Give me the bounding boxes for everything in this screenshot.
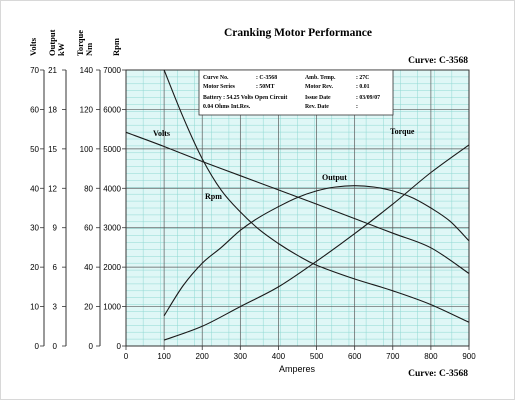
series-label-rpm: Rpm: [205, 192, 222, 201]
info-box-cell: :: [356, 104, 358, 110]
torque-axis-title: Torque: [75, 30, 85, 56]
output-tick-label: 6: [53, 263, 58, 272]
volts-tick-label: 50: [30, 145, 39, 154]
volts-tick-label: 0: [35, 342, 40, 351]
series-torque-line: [163, 144, 470, 341]
output-axis-title: kW: [56, 42, 66, 56]
rpm-tick-label: 5000: [103, 145, 121, 154]
rpm-tick-label: 2000: [103, 263, 121, 272]
info-box-cell: : 50MT: [256, 84, 275, 90]
info-box-cell: : 03/09/07: [356, 95, 380, 101]
info-box-cell: Curve No.: [203, 75, 229, 81]
torque-tick-label: 40: [84, 263, 93, 272]
volts-tick-label: 20: [30, 263, 39, 272]
info-box: Curve No. : C-3568 Amb. Temp. : 27C Motor Se…: [198, 69, 394, 116]
info-box-cell: Motor Series: [203, 84, 236, 90]
curve-label-bottom: Curve: C-3568: [408, 369, 468, 379]
torque-tick-label: 120: [80, 105, 94, 114]
x-tick-label: 700: [386, 352, 400, 361]
torque-tick-label: 60: [84, 224, 93, 233]
rpm-tick-label: 6000: [103, 105, 121, 114]
x-tick-label: 0: [124, 352, 129, 361]
volts-axis-title: Volts: [28, 37, 38, 56]
x-tick-label: 300: [234, 352, 248, 361]
x-tick-label: 600: [348, 352, 362, 361]
info-box-cell: Amb. Temp.: [305, 75, 336, 81]
series-output-line: [163, 185, 470, 317]
output-tick-label: 9: [53, 224, 58, 233]
series-rpm-line: [163, 69, 470, 323]
x-tick-label: 800: [424, 352, 438, 361]
rpm-tick-label: 7000: [103, 66, 121, 75]
info-box-cell: 0.04 Ohms Int.Res.: [203, 104, 251, 110]
rpm-tick-label: 1000: [103, 303, 121, 312]
series-label-torque: Torque: [390, 127, 415, 136]
output-tick-label: 3: [53, 303, 58, 312]
torque-tick-label: 20: [84, 303, 93, 312]
info-box-cell: : 27C: [356, 75, 369, 81]
volts-tick-label: 60: [30, 105, 39, 114]
curve-label-top: Curve: C-3568: [408, 56, 468, 66]
volts-tick-label: 40: [30, 184, 39, 193]
x-tick-label: 900: [462, 352, 476, 361]
torque-tick-label: 100: [80, 145, 94, 154]
torque-tick-label: 0: [89, 342, 94, 351]
info-box-cell: : 0.01: [356, 84, 370, 90]
rpm-tick-label: 3000: [103, 224, 121, 233]
chart-title: Cranking Motor Performance: [224, 27, 372, 39]
info-box-cell: Battery : 54.25 Volts Open Circuit: [203, 95, 287, 101]
x-axis-label: Amperes: [279, 364, 316, 374]
x-tick-label: 500: [310, 352, 324, 361]
info-box-cell: : C-3568: [256, 75, 277, 81]
info-box-background: [198, 69, 394, 116]
rpm-tick-label: 0: [117, 342, 122, 351]
series-label-output: Output: [322, 173, 347, 182]
torque-axis-title: Nm: [84, 43, 94, 56]
rpm-axis-title: Rpm: [111, 38, 121, 56]
volts-tick-label: 30: [30, 224, 39, 233]
output-tick-label: 12: [48, 184, 57, 193]
info-box-cell: Rev. Date: [305, 104, 329, 110]
x-tick-label: 400: [272, 352, 286, 361]
output-tick-label: 21: [48, 66, 57, 75]
rpm-tick-label: 4000: [103, 184, 121, 193]
info-box-cell: Motor Rev.: [305, 84, 333, 90]
output-tick-label: 18: [48, 105, 57, 114]
output-tick-label: 15: [48, 145, 57, 154]
volts-tick-label: 70: [30, 66, 39, 75]
info-box-cell: Issue Date: [305, 95, 331, 101]
torque-tick-label: 140: [80, 66, 94, 75]
volts-tick-label: 10: [30, 303, 39, 312]
series-label-volts: Volts: [153, 129, 170, 138]
torque-tick-label: 80: [84, 184, 93, 193]
x-tick-label: 100: [157, 352, 171, 361]
output-axis-title: Output: [47, 29, 57, 56]
x-tick-label: 200: [196, 352, 210, 361]
output-tick-label: 0: [53, 342, 58, 351]
